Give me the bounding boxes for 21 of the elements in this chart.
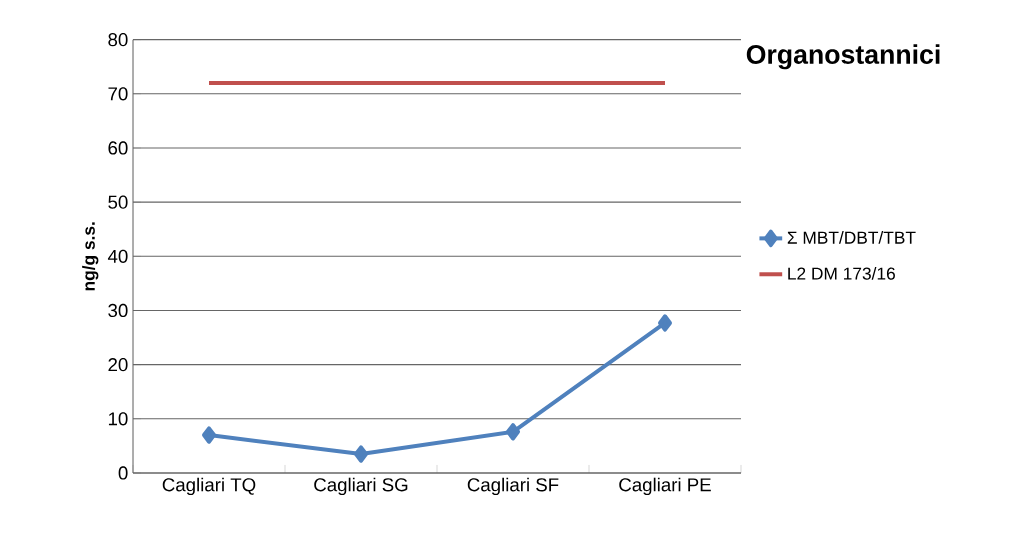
x-tick-label: Cagliari SF	[467, 477, 559, 496]
y-tick-label: 80	[108, 33, 128, 47]
point	[506, 423, 521, 441]
point	[658, 314, 672, 332]
y-tick-label: 30	[108, 303, 128, 318]
x-tick-label: Cagliari SG	[314, 477, 408, 496]
legend-label: Σ MBT/DBT/TBT	[787, 231, 916, 244]
x-tick-label: Cagliari PE	[619, 477, 711, 496]
y-tick-label: 70	[108, 87, 128, 101]
text: Organostannici	[746, 44, 940, 70]
x-tick-label: Cagliari TQ	[162, 477, 256, 496]
y-tick-label: 40	[107, 249, 128, 263]
y-tick-label: 10	[108, 412, 128, 426]
y-tick-label: 20	[108, 358, 128, 372]
y-axis-title: ng/g s.s.	[82, 222, 99, 291]
legend-label: L2 DM 173/16	[788, 266, 895, 280]
point	[202, 426, 217, 444]
y-tick-label: 50	[108, 195, 128, 209]
point	[354, 445, 368, 463]
y-tick-label: 60	[108, 141, 128, 155]
y-tick-label: 0	[118, 466, 128, 480]
